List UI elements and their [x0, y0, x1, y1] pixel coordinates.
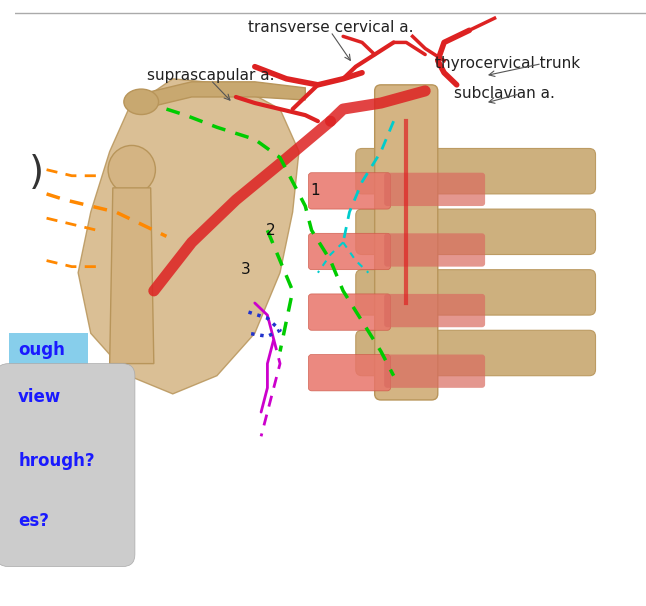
FancyBboxPatch shape: [384, 173, 485, 206]
FancyBboxPatch shape: [0, 364, 135, 567]
Text: ): ): [29, 154, 44, 191]
FancyBboxPatch shape: [308, 294, 390, 330]
FancyBboxPatch shape: [308, 173, 390, 209]
Text: 1: 1: [310, 184, 320, 198]
FancyBboxPatch shape: [356, 270, 596, 315]
Text: ough: ough: [18, 341, 65, 359]
FancyBboxPatch shape: [8, 333, 88, 367]
Text: transverse cervical a.: transverse cervical a.: [248, 20, 413, 35]
FancyBboxPatch shape: [384, 294, 485, 327]
Polygon shape: [141, 82, 306, 109]
FancyBboxPatch shape: [308, 355, 390, 391]
Polygon shape: [78, 79, 299, 394]
Text: hrough?: hrough?: [18, 451, 95, 470]
Ellipse shape: [124, 89, 158, 115]
FancyBboxPatch shape: [375, 85, 438, 400]
Text: suprascapular a.: suprascapular a.: [147, 68, 275, 83]
FancyBboxPatch shape: [356, 209, 596, 255]
FancyBboxPatch shape: [384, 355, 485, 388]
FancyBboxPatch shape: [308, 233, 390, 270]
Text: 2: 2: [266, 223, 275, 238]
FancyBboxPatch shape: [356, 148, 596, 194]
Text: es?: es?: [18, 512, 49, 530]
Text: 3: 3: [240, 262, 250, 277]
Text: thyrocervical trunk: thyrocervical trunk: [435, 56, 579, 71]
Ellipse shape: [108, 145, 156, 194]
Polygon shape: [110, 188, 154, 364]
FancyBboxPatch shape: [356, 330, 596, 376]
Text: view: view: [18, 388, 61, 406]
Text: subclavian a.: subclavian a.: [453, 87, 554, 101]
FancyBboxPatch shape: [384, 233, 485, 267]
